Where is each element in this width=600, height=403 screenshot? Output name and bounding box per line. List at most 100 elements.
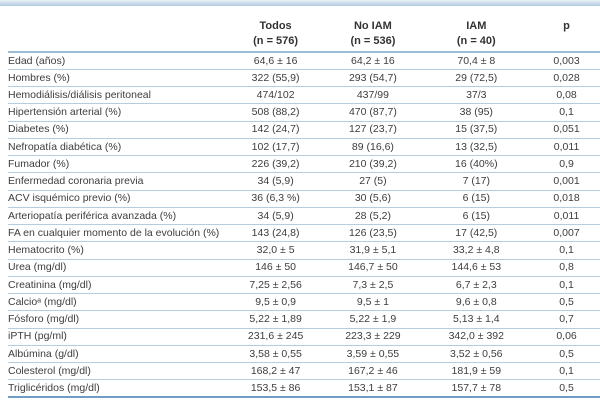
header-no-iam: No IAM: [353, 20, 392, 32]
row-label: Hipertensión arterial (%): [8, 103, 225, 122]
cell-todos: 32,0 ± 5: [224, 241, 327, 260]
cell-todos: 226 (39,2): [224, 155, 327, 174]
table-row: Urea (mg/dl) 146 ± 50 146,7 ± 50 144,6 ±…: [8, 259, 600, 277]
header-p-n: [533, 34, 600, 53]
cell-no-iam: 470 (87,7): [326, 103, 420, 122]
table-row: Arteriopatía periférica avanzada (%) 34 …: [8, 207, 600, 226]
header-no-iam-n: (n = 536): [326, 34, 420, 53]
row-label: Diabetes (%): [8, 121, 225, 139]
cell-p: 0,011: [533, 207, 600, 226]
row-label: Fósforo (mg/dl): [8, 310, 225, 329]
table-row: Triglicéridos (mg/dl) 153,5 ± 86 153,1 ±…: [8, 379, 600, 399]
cell-todos: 5,22 ± 1,89: [224, 310, 327, 329]
cell-no-iam: 3,59 ± 0,55: [326, 345, 420, 364]
cell-no-iam: 167,2 ± 46: [326, 362, 420, 381]
cell-todos: 102 (17,7): [224, 138, 327, 157]
table-row: Hemodiálisis/diálisis peritoneal 474/102…: [8, 86, 600, 105]
cell-iam: 70,4 ± 8: [419, 52, 534, 70]
table-row: Nefropatía diabética (%) 102 (17,7) 89 (…: [8, 138, 600, 157]
cell-p: 0,5: [533, 379, 600, 399]
table-row: FA en cualquier momento de la evolución …: [8, 224, 600, 243]
header-label-blank: [8, 34, 225, 53]
cell-no-iam: 27 (5): [326, 172, 420, 191]
cell-iam: 16 (40%): [419, 155, 534, 174]
table-row: iPTH (pg/ml) 231,6 ± 245 223,3 ± 229 342…: [8, 328, 600, 346]
cell-p: 0,1: [533, 241, 600, 260]
clinical-characteristics-table: Todos No IAM IAM p (n = 576) (n = 536) (…: [8, 8, 600, 399]
row-label: Albúmina (g/dl): [8, 345, 225, 364]
table-row: Albúmina (g/dl) 3,58 ± 0,55 3,59 ± 0,55 …: [8, 345, 600, 364]
cell-no-iam: 9,5 ± 1: [326, 293, 420, 312]
table-row: Hombres (%) 322 (55,9) 293 (54,7) 29 (72…: [8, 69, 600, 88]
header-label-blank: [8, 8, 225, 34]
cell-iam: 9,6 ± 0,8: [419, 293, 534, 312]
cell-iam: 6 (15): [419, 207, 534, 226]
cell-todos: 146 ± 50: [224, 259, 327, 277]
cell-iam: 5,13 ± 1,4: [419, 310, 534, 329]
cell-no-iam: 28 (5,2): [326, 207, 420, 226]
cell-no-iam: 89 (16,6): [326, 138, 420, 157]
title-bar-remnant: [0, 0, 600, 6]
cell-p: 0,028: [533, 69, 600, 88]
row-label: Hombres (%): [8, 69, 225, 88]
cell-no-iam: 146,7 ± 50: [326, 259, 420, 277]
cell-iam: 37/3: [419, 86, 534, 105]
cell-todos: 36 (6,3 %): [224, 190, 327, 208]
cell-p: 0,1: [533, 103, 600, 122]
header-todos: Todos: [259, 20, 292, 32]
row-label: Fumador (%): [8, 155, 225, 174]
cell-no-iam: 210 (39,2): [326, 155, 420, 174]
table-row: Fósforo (mg/dl) 5,22 ± 1,89 5,22 ± 1,9 5…: [8, 310, 600, 329]
row-label: Arteriopatía periférica avanzada (%): [8, 207, 225, 226]
cell-iam: 29 (72,5): [419, 69, 534, 88]
row-label: iPTH (pg/ml): [8, 328, 225, 346]
row-label: Triglicéridos (mg/dl): [8, 379, 225, 399]
cell-todos: 34 (5,9): [224, 172, 327, 191]
table-header: Todos No IAM IAM p (n = 576) (n = 536) (…: [8, 8, 600, 53]
table-row: Colesterol (mg/dl) 168,2 ± 47 167,2 ± 46…: [8, 362, 600, 381]
cell-no-iam: 437/99: [326, 86, 420, 105]
cell-no-iam: 127 (23,7): [326, 121, 420, 139]
cell-p: 0,051: [533, 121, 600, 139]
table-row: Calcioᵃ (mg/dl) 9,5 ± 0,9 9,5 ± 1 9,6 ± …: [8, 293, 600, 312]
cell-no-iam: 31,9 ± 5,1: [326, 241, 420, 260]
row-label: Enfermedad coronaria previa: [8, 172, 225, 191]
cell-todos: 142 (24,7): [224, 121, 327, 139]
cell-iam: 3,52 ± 0,56: [419, 345, 534, 364]
cell-iam: 157,7 ± 78: [419, 379, 534, 399]
cell-todos: 3,58 ± 0,55: [224, 345, 327, 364]
header-p: p: [563, 20, 570, 32]
cell-no-iam: 64,2 ± 16: [326, 52, 420, 70]
cell-todos: 34 (5,9): [224, 207, 327, 226]
cell-iam: 33,2 ± 4,8: [419, 241, 534, 260]
cell-iam: 342,0 ± 392: [419, 328, 534, 346]
cell-iam: 15 (37,5): [419, 121, 534, 139]
cell-p: 0,7: [533, 310, 600, 329]
table-body: Edad (años) 64,6 ± 16 64,2 ± 16 70,4 ± 8…: [8, 52, 600, 399]
cell-p: 0,9: [533, 155, 600, 174]
cell-todos: 168,2 ± 47: [224, 362, 327, 381]
cell-todos: 474/102: [224, 86, 327, 105]
cell-todos: 143 (24,8): [224, 224, 327, 243]
cell-iam: 13 (32,5): [419, 138, 534, 157]
cell-p: 0,5: [533, 293, 600, 312]
cell-todos: 508 (88,2): [224, 103, 327, 122]
row-label: ACV isquémico previo (%): [8, 190, 225, 208]
row-label: Urea (mg/dl): [8, 259, 225, 277]
cell-todos: 153,5 ± 86: [224, 379, 327, 399]
cell-todos: 64,6 ± 16: [224, 52, 327, 70]
cell-iam: 6 (15): [419, 190, 534, 208]
cell-iam: 6,7 ± 2,3: [419, 276, 534, 295]
cell-no-iam: 5,22 ± 1,9: [326, 310, 420, 329]
cell-p: 0,003: [533, 52, 600, 70]
row-label: Hematocrito (%): [8, 241, 225, 260]
header-iam-n: (n = 40): [419, 34, 534, 53]
cell-todos: 231,6 ± 245: [224, 328, 327, 346]
cell-p: 0,011: [533, 138, 600, 157]
cell-todos: 322 (55,9): [224, 69, 327, 88]
cell-no-iam: 30 (5,6): [326, 190, 420, 208]
cell-no-iam: 153,1 ± 87: [326, 379, 420, 399]
row-label: Creatinina (mg/dl): [8, 276, 225, 295]
cell-todos: 7,25 ± 2,56: [224, 276, 327, 295]
row-label: Nefropatía diabética (%): [8, 138, 225, 157]
